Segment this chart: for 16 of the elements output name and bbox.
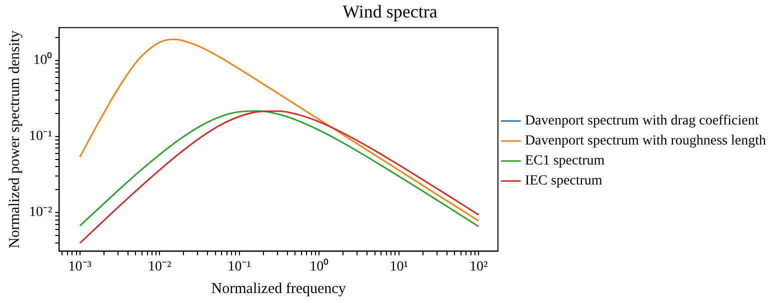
x-tick-label: 10² bbox=[469, 259, 488, 274]
x-axis-title: Normalized frequency bbox=[211, 280, 346, 297]
y-tick-label: 10⁻² bbox=[28, 205, 52, 220]
x-tick-label: 10⁻³ bbox=[68, 259, 92, 274]
legend-label: Davenport spectrum with drag coefficient bbox=[524, 114, 759, 129]
legend-label: Davenport spectrum with roughness length bbox=[524, 134, 766, 149]
x-tick-label: 10⁰ bbox=[310, 258, 329, 274]
x-tick-label: 10⁻¹ bbox=[228, 259, 251, 274]
legend-label: EC1 spectrum bbox=[524, 154, 605, 169]
legend-label: IEC spectrum bbox=[524, 174, 602, 189]
y-axis-title: Normalized power spectrum density bbox=[6, 30, 23, 248]
y-tick-label: 10⁻¹ bbox=[28, 129, 52, 144]
x-tick-label: 10⁻² bbox=[148, 259, 172, 274]
chart-title: Wind spectra bbox=[342, 2, 438, 22]
y-tick-label: 10⁰ bbox=[33, 52, 52, 68]
x-tick-label: 10¹ bbox=[390, 259, 408, 274]
